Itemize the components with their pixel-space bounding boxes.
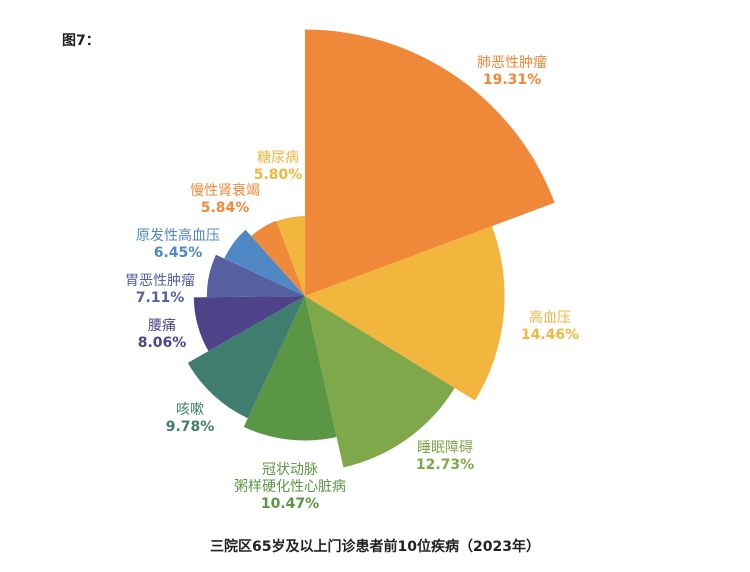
slice-value: 6.45% bbox=[153, 245, 203, 261]
slice-value: 19.31% bbox=[482, 72, 542, 88]
slice-value: 12.73% bbox=[415, 457, 475, 473]
slice-7 bbox=[224, 229, 305, 296]
slice-name: 糖尿病 bbox=[256, 150, 299, 166]
slice-9 bbox=[276, 215, 305, 296]
slice-0 bbox=[305, 29, 555, 296]
slice-name: 肺恶性肿瘤 bbox=[477, 55, 547, 71]
slice-name: 腰痛 bbox=[147, 318, 176, 334]
slice-label: 睡眠障碍 12.73% bbox=[416, 440, 474, 474]
slice-label: 肺恶性肿瘤 19.31% bbox=[477, 55, 547, 89]
figure-label: 图7： bbox=[62, 33, 100, 49]
slice-value: 5.84% bbox=[200, 200, 250, 216]
slice-label: 腰痛 8.06% bbox=[138, 318, 187, 352]
chart-title: 三院区65岁及以上门诊患者前10位疾病（2023年） bbox=[210, 539, 540, 555]
slice-6 bbox=[206, 254, 305, 298]
slice-5 bbox=[193, 296, 305, 352]
slice-label: 慢性肾衰竭 5.84% bbox=[190, 183, 260, 217]
slice-name: 慢性肾衰竭 bbox=[190, 183, 260, 199]
slice-name: 睡眠障碍 bbox=[417, 440, 473, 456]
slice-label: 原发性高血压 6.45% bbox=[136, 228, 220, 262]
slice-name: 咳嗽 bbox=[175, 402, 204, 418]
slice-label: 冠状动脉 粥样硬化性心脏病 10.47% bbox=[234, 462, 346, 513]
slice-value: 7.11% bbox=[135, 290, 185, 306]
slice-name: 原发性高血压 bbox=[136, 228, 220, 244]
slice-2 bbox=[305, 296, 455, 468]
slice-value: 5.80% bbox=[253, 167, 303, 183]
slice-name: 高血压 bbox=[529, 310, 571, 326]
slice-value: 8.06% bbox=[137, 335, 187, 351]
slice-4 bbox=[187, 296, 305, 419]
slice-label: 胃恶性肿瘤 7.11% bbox=[125, 273, 195, 307]
slice-name: 胃恶性肿瘤 bbox=[125, 273, 195, 289]
slice-8 bbox=[251, 220, 305, 296]
slice-label: 咳嗽 9.78% bbox=[166, 402, 215, 436]
slice-name: 粥样硬化性心脏病 bbox=[234, 479, 346, 495]
slice-name: 冠状动脉 bbox=[262, 462, 318, 478]
slice-1 bbox=[305, 226, 505, 401]
slice-value: 14.46% bbox=[520, 327, 580, 343]
slice-value: 10.47% bbox=[260, 496, 320, 512]
slice-label: 糖尿病 5.80% bbox=[254, 150, 303, 184]
slice-label: 高血压 14.46% bbox=[521, 310, 579, 344]
slice-3 bbox=[243, 296, 337, 441]
slice-value: 9.78% bbox=[165, 419, 215, 435]
